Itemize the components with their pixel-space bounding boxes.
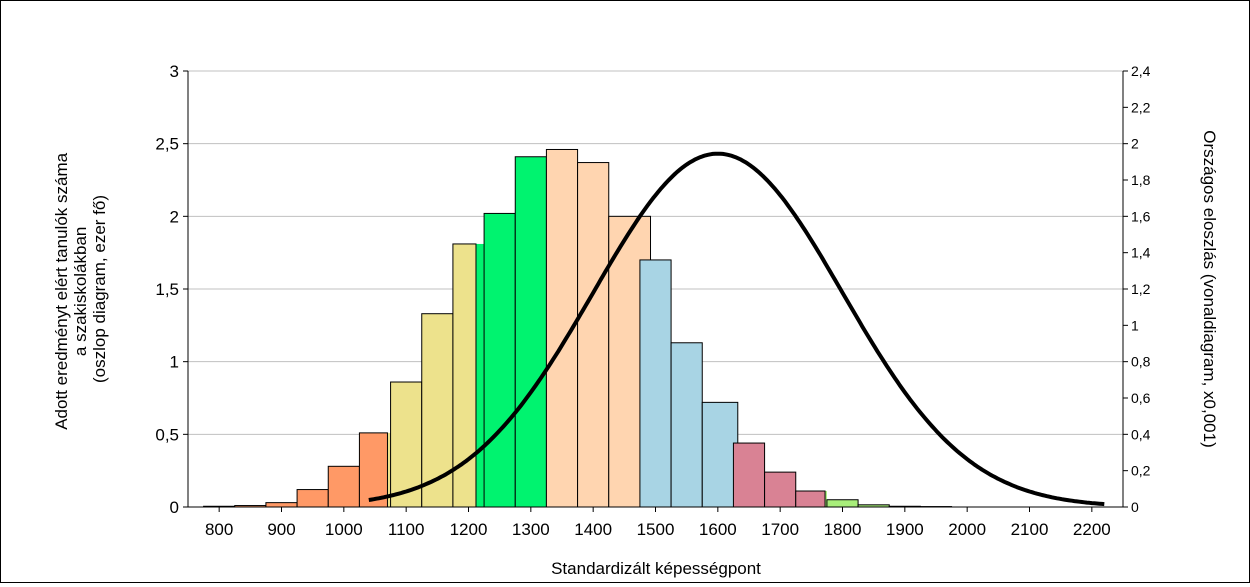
bar <box>578 163 609 507</box>
x-tick-label: 1100 <box>388 520 425 539</box>
y-left-title-line-2: a szakiskolákban <box>71 227 90 356</box>
y-right-tick-label: 1,6 <box>1131 208 1151 224</box>
y-right-tick-label: 0,8 <box>1131 354 1151 370</box>
y-right-tick-label: 1,8 <box>1131 172 1151 188</box>
bar <box>640 260 671 507</box>
x-tick-label: 1800 <box>824 520 862 539</box>
x-tick-label: 2000 <box>948 520 986 539</box>
y-right-tick-label: 1,2 <box>1131 281 1151 297</box>
y-right-tick-label: 1 <box>1131 317 1139 333</box>
x-tick-label: 1000 <box>325 520 363 539</box>
y-right-tick-label: 2,4 <box>1131 63 1151 79</box>
x-tick-label: 1400 <box>574 520 612 539</box>
bar <box>484 213 515 507</box>
x-tick-label: 1600 <box>699 520 737 539</box>
y-right-tick-label: 1,4 <box>1131 245 1151 261</box>
y-right-tick-label: 0 <box>1131 499 1139 515</box>
bars <box>204 149 952 507</box>
x-tick-label: 1500 <box>637 520 675 539</box>
x-tick-label: 800 <box>205 520 233 539</box>
y-left-tick-label: 0 <box>170 498 179 517</box>
y-left-tick-label: 3 <box>170 62 179 81</box>
x-axis-title: Standardizált képességpont <box>551 559 761 578</box>
y-left-tick-label: 1,5 <box>155 280 179 299</box>
y-right-axis-title: Országos eloszlás (vonaldiagram, x0,001) <box>1200 130 1219 447</box>
bar <box>733 443 764 507</box>
x-tick-label: 2200 <box>1073 520 1111 539</box>
x-tick-label: 2100 <box>1011 520 1049 539</box>
bar <box>515 157 546 507</box>
bar <box>827 500 858 507</box>
y-left-title-line-1: Adott eredményt elért tanulók száma <box>52 152 71 429</box>
y-left-tick-label: 0,5 <box>155 425 179 444</box>
y-left-axis-title: Adott eredményt elért tanulók száma a sz… <box>52 148 109 430</box>
x-tick-label: 1900 <box>886 520 924 539</box>
x-tick-label: 1700 <box>761 520 799 539</box>
y-left-tick-label: 2,5 <box>155 135 179 154</box>
y-right-tick-label: 2 <box>1131 136 1139 152</box>
bar-fill <box>476 244 484 507</box>
y-right-tick-label: 0,2 <box>1131 463 1151 479</box>
x-tick-label: 1200 <box>450 520 488 539</box>
y-right-tick-label: 2,2 <box>1131 99 1151 115</box>
bar <box>297 490 328 507</box>
y-left-tick-label: 2 <box>170 207 179 226</box>
x-tick-label: 1300 <box>512 520 550 539</box>
y-right-tick-label: 0,6 <box>1131 390 1151 406</box>
bar <box>266 503 297 507</box>
x-tick-label: 900 <box>267 520 295 539</box>
bar <box>765 472 796 507</box>
bar <box>671 343 702 507</box>
y-left-title-line-3: (oszlop diagram, ezer fő) <box>90 195 109 383</box>
bar <box>328 466 359 507</box>
y-left-tick-label: 1 <box>170 353 179 372</box>
y-right-tick-label: 0,4 <box>1131 426 1151 442</box>
bar-fill <box>702 402 738 507</box>
bar-fill <box>796 491 825 507</box>
